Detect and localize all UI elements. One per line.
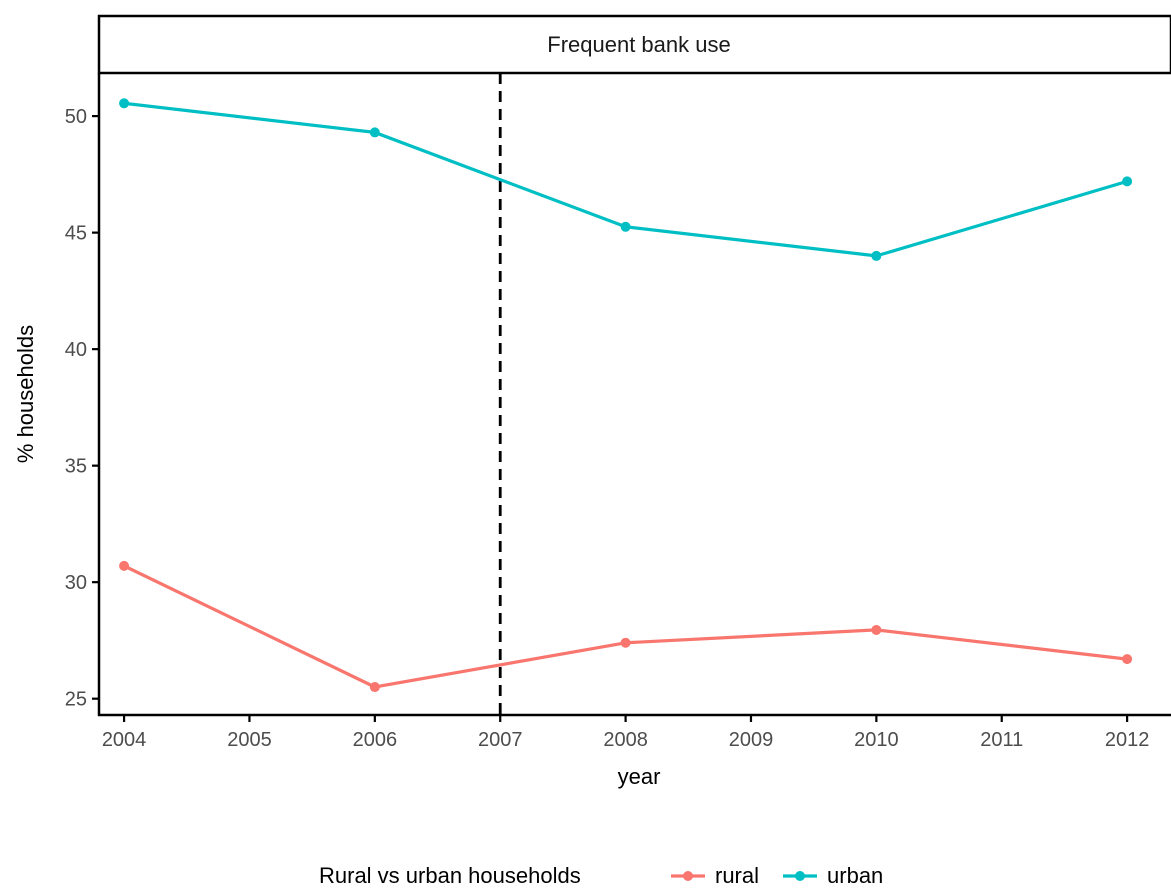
legend-key-point-rural [683,871,693,881]
y-tick-label: 45 [65,223,87,245]
x-tick-label: 2005 [227,729,272,751]
x-tick-label: 2006 [353,729,398,751]
data-point-urban [871,250,882,261]
y-axis-title: % households [13,325,38,463]
data-point-rural [620,637,631,648]
data-point-urban [369,127,380,138]
data-point-urban [119,98,130,109]
x-tick-label: 2011 [980,729,1023,751]
data-point-rural [119,560,130,571]
legend-key-point-urban [795,871,806,881]
data-point-rural [369,682,380,693]
x-tick-label: 2009 [729,729,774,751]
legend-label-urban: urban [827,863,883,888]
data-point-urban [1122,176,1133,187]
y-axis-ticks: 25 30 35 40 45 50 [65,106,99,711]
y-tick-label: 30 [65,572,87,594]
series-line-urban [123,101,1128,258]
x-tick-label: 2004 [102,729,147,751]
x-tick-label: 2008 [603,729,648,751]
y-tick-label: 35 [65,456,87,478]
x-tick-label: 2010 [854,729,899,751]
y-tick-label: 25 [65,689,87,711]
data-point-rural [871,624,882,635]
legend-label-rural: rural [715,863,759,888]
x-axis-ticks: 2004 2005 2006 2007 2008 2009 2010 2011 2012 [102,715,1150,751]
series-line-rural [123,564,1128,689]
y-tick-label: 40 [65,339,87,361]
data-point-urban [620,221,631,232]
x-tick-label: 2012 [1105,729,1150,751]
facet-strip [97,14,1171,75]
facet-title: Frequent bank use [547,32,730,57]
series-layer [119,98,1133,693]
data-point-rural [1122,654,1133,665]
y-tick-label: 50 [65,106,87,128]
legend-title: Rural vs urban households [319,863,581,888]
x-axis-title: year [618,764,661,789]
legend: Rural vs urban households rural urban [319,863,883,888]
x-tick-label: 2007 [478,729,523,751]
